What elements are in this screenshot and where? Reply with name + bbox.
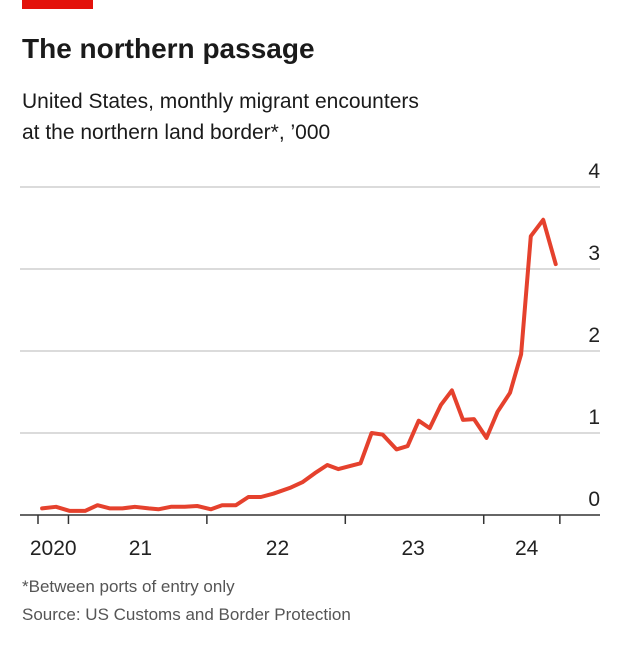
x-tick-label: 23: [401, 537, 424, 560]
x-tick-label: 2020: [30, 537, 77, 560]
y-tick-label: 4: [588, 160, 600, 183]
chart-subtitle: United States, monthly migrant encounter…: [22, 90, 419, 113]
source: Source: US Customs and Border Protection: [22, 605, 351, 624]
data-line: [40, 217, 558, 513]
y-tick-label: 2: [588, 324, 600, 347]
brand-bar: [22, 0, 93, 9]
chart-subtitle: at the northern land border*, ’000: [22, 121, 330, 144]
chart-title: The northern passage: [22, 33, 315, 64]
footnote: *Between ports of entry only: [22, 577, 235, 596]
x-tick-label: 24: [515, 537, 539, 560]
y-tick-label: 0: [588, 488, 600, 511]
x-tick-label: 21: [129, 537, 152, 560]
y-tick-label: 3: [588, 242, 600, 265]
x-tick-label: 22: [266, 537, 289, 560]
y-tick-label: 1: [588, 406, 600, 429]
